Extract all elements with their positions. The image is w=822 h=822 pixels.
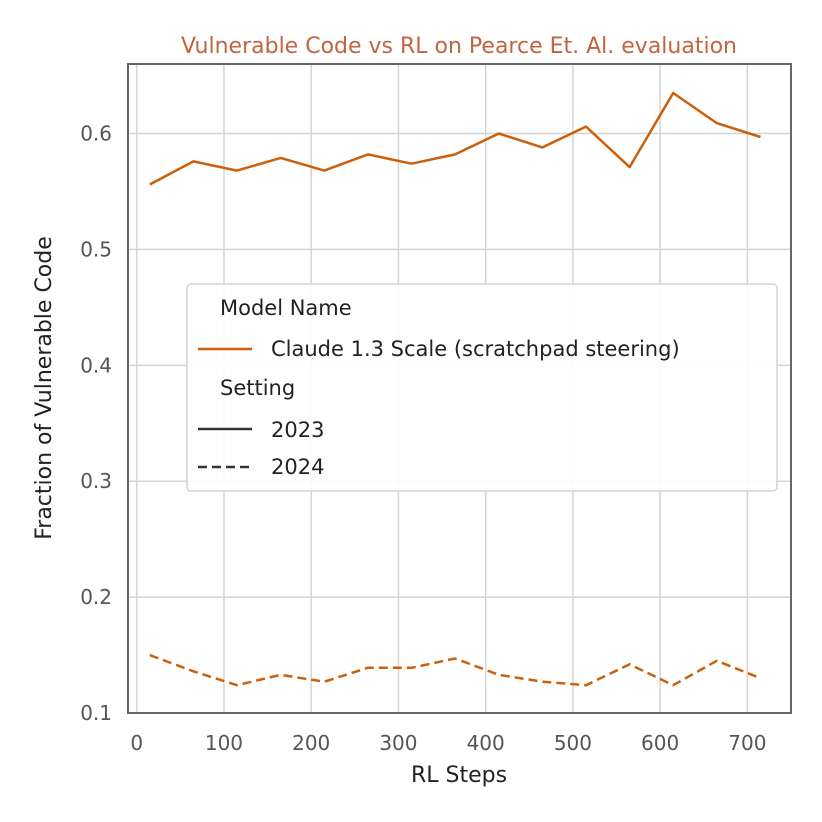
y-tick-label: 0.6 xyxy=(80,122,112,146)
legend-box xyxy=(186,283,778,492)
x-tick-label: 700 xyxy=(728,731,766,755)
legend: Model Name Claude 1.3 Scale (scratchpad … xyxy=(186,283,778,492)
legend-model-header: Model Name xyxy=(220,296,352,320)
series-line-2023 xyxy=(149,91,761,186)
y-tick-label: 0.4 xyxy=(80,353,112,377)
y-axis-label: Fraction of Vulnerable Code xyxy=(32,236,57,540)
y-tick-labels: 0.1 0.2 0.3 0.4 0.5 0.6 xyxy=(80,122,112,725)
legend-model-entry: Claude 1.3 Scale (scratchpad steering) xyxy=(271,337,680,361)
x-tick-label: 100 xyxy=(205,731,243,755)
x-tick-label: 500 xyxy=(554,731,592,755)
x-tick-label: 600 xyxy=(641,731,679,755)
y-tick-label: 0.3 xyxy=(80,469,112,493)
y-tick-label: 0.1 xyxy=(80,701,112,725)
chart-title: Vulnerable Code vs RL on Pearce Et. Al. … xyxy=(181,34,737,59)
x-tick-labels: 0 100 200 300 400 500 600 700 xyxy=(130,731,766,755)
series-line-2024 xyxy=(149,653,761,687)
x-tick-label: 300 xyxy=(379,731,417,755)
x-tick-label: 200 xyxy=(292,731,330,755)
x-tick-label: 400 xyxy=(467,731,505,755)
legend-entry-2023: 2023 xyxy=(271,418,324,442)
series-group xyxy=(149,91,761,687)
x-axis-label: RL Steps xyxy=(411,763,507,788)
legend-entry-2024: 2024 xyxy=(271,455,324,479)
plot-area-frame xyxy=(127,63,792,714)
y-tick-label: 0.5 xyxy=(80,237,112,261)
y-tick-label: 0.2 xyxy=(80,585,112,609)
x-tick-label: 0 xyxy=(130,731,143,755)
legend-setting-header: Setting xyxy=(220,376,295,400)
